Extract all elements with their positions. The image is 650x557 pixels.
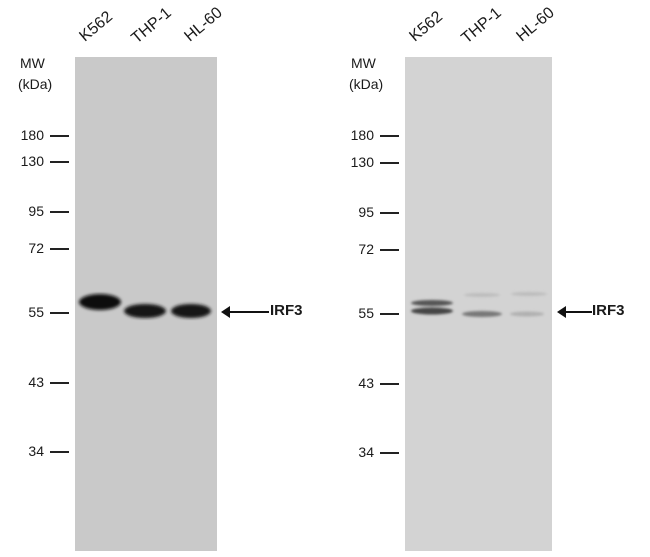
marker-tick — [50, 451, 69, 453]
arrow-left-icon — [557, 306, 592, 318]
marker-72: 72 — [28, 240, 44, 256]
marker-tick — [380, 212, 399, 214]
target-label: IRF3 — [270, 302, 303, 319]
lane-label-thp1: THP-1 — [128, 4, 175, 48]
band-k562-upper — [411, 300, 453, 306]
marker-95: 95 — [358, 204, 374, 220]
lane-label-hl60: HL-60 — [513, 4, 558, 46]
marker-tick — [380, 313, 399, 315]
marker-34: 34 — [28, 443, 44, 459]
lane-label-k562: K562 — [76, 8, 116, 46]
marker-tick — [50, 312, 69, 314]
marker-55: 55 — [28, 304, 44, 320]
band-hl60 — [171, 304, 211, 318]
band-thp1 — [124, 304, 166, 318]
marker-43: 43 — [28, 374, 44, 390]
marker-tick — [380, 383, 399, 385]
marker-tick — [50, 161, 69, 163]
band-thp1 — [462, 311, 502, 317]
band-k562 — [79, 294, 121, 310]
marker-43: 43 — [358, 375, 374, 391]
marker-180: 180 — [20, 127, 44, 143]
lane-label-k562: K562 — [406, 8, 446, 46]
marker-tick — [50, 248, 69, 250]
marker-130: 130 — [350, 154, 374, 170]
marker-tick — [50, 382, 69, 384]
marker-tick — [380, 249, 399, 251]
arrow-left-icon — [221, 306, 269, 318]
marker-tick — [50, 211, 69, 213]
marker-tick — [380, 135, 399, 137]
marker-55: 55 — [358, 305, 374, 321]
marker-tick — [380, 452, 399, 454]
band-k562-lower — [411, 307, 453, 315]
unit-label: (kDa) — [349, 76, 384, 92]
marker-tick — [380, 162, 399, 164]
marker-95: 95 — [28, 203, 44, 219]
marker-34: 34 — [358, 444, 374, 460]
band-thp1-faint — [464, 293, 500, 297]
lane-label-thp1: THP-1 — [458, 4, 505, 48]
blot-membrane — [75, 57, 217, 551]
marker-180: 180 — [350, 127, 374, 143]
marker-tick — [50, 135, 69, 137]
mw-label: MW — [351, 55, 376, 71]
marker-72: 72 — [358, 241, 374, 257]
mw-label: MW — [20, 55, 45, 71]
target-label: IRF3 — [592, 302, 625, 319]
marker-130: 130 — [20, 153, 44, 169]
unit-label: (kDa) — [18, 76, 53, 92]
band-hl60-faint — [511, 292, 547, 296]
blot-membrane — [405, 57, 552, 551]
band-hl60 — [510, 311, 544, 317]
lane-label-hl60: HL-60 — [181, 4, 226, 46]
